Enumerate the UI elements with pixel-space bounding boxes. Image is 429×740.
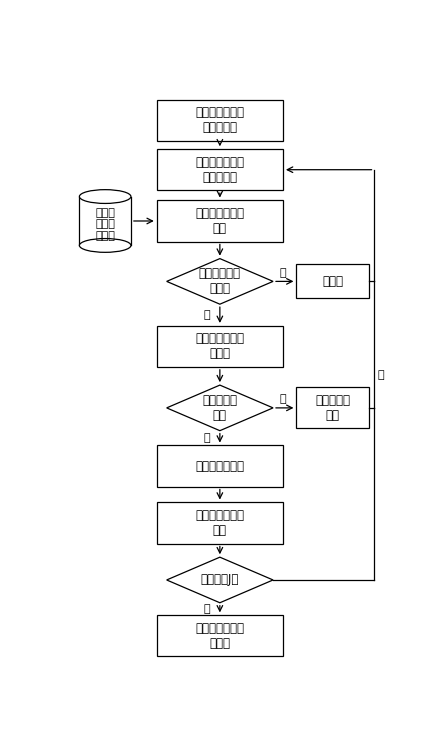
Text: 主轴零件瞬态寿
命系数拟合: 主轴零件瞬态寿 命系数拟合 bbox=[195, 106, 245, 134]
Text: 否: 否 bbox=[377, 370, 384, 380]
Text: 否: 否 bbox=[280, 268, 286, 278]
Bar bbox=[157, 445, 283, 486]
Bar bbox=[157, 201, 283, 241]
Bar bbox=[157, 615, 283, 656]
Bar bbox=[296, 264, 369, 298]
Ellipse shape bbox=[79, 238, 131, 252]
Bar bbox=[157, 502, 283, 543]
Text: 主轴零件瞬时失
效概率计算: 主轴零件瞬时失 效概率计算 bbox=[195, 155, 245, 184]
Polygon shape bbox=[166, 258, 273, 304]
Text: 是: 是 bbox=[203, 604, 210, 614]
Bar bbox=[296, 387, 369, 428]
Polygon shape bbox=[166, 385, 273, 431]
Text: 无操作: 无操作 bbox=[323, 275, 343, 288]
Text: 寿命同步控制措
施分配: 寿命同步控制措 施分配 bbox=[195, 332, 245, 360]
Bar bbox=[157, 149, 283, 190]
Bar bbox=[79, 197, 131, 252]
Text: 零件寿命同步控
制结束: 零件寿命同步控 制结束 bbox=[195, 622, 245, 650]
Ellipse shape bbox=[79, 189, 131, 204]
Text: 修正零件的瞬态
寿命: 修正零件的瞬态 寿命 bbox=[195, 509, 245, 537]
Text: 是: 是 bbox=[203, 310, 210, 320]
Text: 主轴准失效零件
判定: 主轴准失效零件 判定 bbox=[195, 207, 245, 235]
Text: 更换准失效零件: 更换准失效零件 bbox=[195, 460, 245, 473]
Bar bbox=[157, 326, 283, 367]
Text: 是否为准失效
零件？: 是否为准失效 零件？ bbox=[199, 267, 241, 295]
Text: 是否为第J次: 是否为第J次 bbox=[201, 574, 239, 587]
Text: 准失效
零件判
定规则: 准失效 零件判 定规则 bbox=[95, 208, 115, 241]
Text: 维修准失效
零件: 维修准失效 零件 bbox=[315, 394, 350, 422]
Text: 是否分配维
修？: 是否分配维 修？ bbox=[202, 394, 237, 422]
Text: 否: 否 bbox=[280, 394, 286, 404]
Bar bbox=[157, 100, 283, 141]
Text: 是: 是 bbox=[203, 433, 210, 443]
Polygon shape bbox=[166, 557, 273, 603]
